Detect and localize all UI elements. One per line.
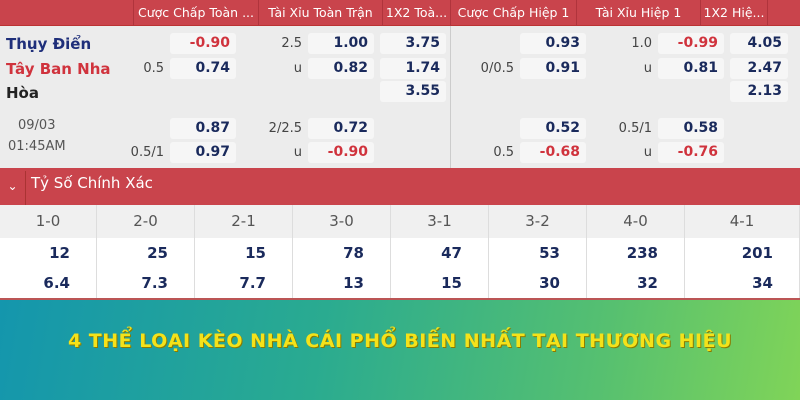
odds-cell[interactable]: 0.93 [520, 33, 586, 54]
h1-ou-line: 1.0 [631, 36, 652, 51]
score-header: 2-1 [195, 205, 293, 238]
col-overunder-full[interactable]: Tài Xỉu Toàn Trận [258, 0, 382, 26]
odds-cell[interactable]: 0.97 [170, 142, 236, 163]
score-header: 4-0 [587, 205, 685, 238]
score-odds-cell[interactable]: 25 [97, 238, 195, 268]
odds-cell[interactable]: 0.87 [170, 118, 236, 139]
odds-cell[interactable]: 2.47 [730, 58, 788, 79]
banner-title: 4 THỂ LOẠI KÈO NHÀ CÁI PHỔ BIẾN NHẤT TẠI… [67, 330, 733, 352]
score-odds-cell[interactable]: 238 [587, 238, 685, 268]
odds-cell[interactable]: 1.74 [380, 58, 446, 79]
odds-cell[interactable]: -0.68 [520, 142, 586, 163]
odds-cell[interactable]: 2.13 [730, 81, 788, 102]
score-odds-cell[interactable]: 32 [587, 268, 685, 298]
h1-ou-under-label: u [643, 61, 652, 76]
ou-under-label: u [293, 145, 302, 160]
odds-cell[interactable]: 0.91 [520, 58, 586, 79]
score-header: 4-1 [685, 205, 800, 238]
score-odds-cell[interactable]: 13 [293, 268, 391, 298]
section-title: Tỷ Số Chính Xác [31, 174, 153, 192]
score-odds-cell[interactable]: 7.7 [195, 268, 293, 298]
score-odds-cell[interactable]: 30 [489, 268, 587, 298]
score-odds-cell[interactable]: 12 [0, 238, 97, 268]
ah-line: 0.5/1 [130, 145, 164, 160]
banner: 4 THỂ LOẠI KÈO NHÀ CÁI PHỔ BIẾN NHẤT TẠI… [0, 298, 800, 400]
score-odds-cell[interactable]: 201 [685, 238, 800, 268]
score-odds-cell[interactable]: 7.3 [97, 268, 195, 298]
odds-cell[interactable]: 0.74 [170, 58, 236, 79]
ou-line: 2/2.5 [268, 121, 302, 136]
correct-score-section-header[interactable]: ⌄ Tỷ Số Chính Xác [0, 171, 800, 205]
col-1x2-full[interactable]: 1X2 Toà... [382, 0, 450, 26]
divider [0, 168, 800, 171]
match-time: 01:45AM [8, 139, 66, 154]
odds-cell[interactable]: 3.75 [380, 33, 446, 54]
odds-cell[interactable]: 0.72 [308, 118, 374, 139]
odds-cell[interactable]: 4.05 [730, 33, 788, 54]
score-odds-cell[interactable]: 15 [391, 268, 489, 298]
score-header: 3-1 [391, 205, 489, 238]
odds-cell[interactable]: 1.00 [308, 33, 374, 54]
score-odds-cell[interactable]: 47 [391, 238, 489, 268]
odds-cell[interactable]: -0.90 [308, 142, 374, 163]
chevron-down-icon[interactable]: ⌄ [0, 171, 26, 205]
h1-ah-line: 0/0.5 [480, 61, 514, 76]
odds-cell[interactable]: 0.58 [658, 118, 724, 139]
col-overunder-h1[interactable]: Tài Xỉu Hiệp 1 [576, 0, 700, 26]
ou-under-label: u [293, 61, 302, 76]
odds-cell[interactable]: 3.55 [380, 81, 446, 102]
odds-cell[interactable]: -0.90 [170, 33, 236, 54]
match-date: 09/03 [18, 118, 56, 133]
ah-line: 0.5 [143, 61, 164, 76]
score-odds-cell[interactable]: 15 [195, 238, 293, 268]
score-header: 2-0 [97, 205, 195, 238]
score-header: 3-2 [489, 205, 587, 238]
odds-cell[interactable]: -0.76 [658, 142, 724, 163]
odds-header: Cược Chấp Toàn ... Tài Xỉu Toàn Trận 1X2… [0, 0, 800, 26]
odds-cell[interactable]: 0.82 [308, 58, 374, 79]
score-header: 3-0 [293, 205, 391, 238]
away-team: Tây Ban Nha [6, 60, 111, 78]
col-1x2-h1[interactable]: 1X2 Hiệ... [700, 0, 768, 26]
odds-cell[interactable]: 0.52 [520, 118, 586, 139]
ou-line: 2.5 [281, 36, 302, 51]
score-odds-cell[interactable]: 34 [685, 268, 800, 298]
divider [450, 26, 451, 168]
h1-ah-line: 0.5 [493, 145, 514, 160]
draw-label: Hòa [6, 84, 39, 102]
score-odds-cell[interactable]: 6.4 [0, 268, 97, 298]
col-handicap-h1[interactable]: Cược Chấp Hiệp 1 [450, 0, 576, 26]
odds-cell[interactable]: -0.99 [658, 33, 724, 54]
score-odds-cell[interactable]: 53 [489, 238, 587, 268]
score-header: 1-0 [0, 205, 97, 238]
h1-ou-under-label: u [643, 145, 652, 160]
odds-cell[interactable]: 0.81 [658, 58, 724, 79]
score-odds-cell[interactable]: 78 [293, 238, 391, 268]
home-team: Thụy Điển [6, 35, 92, 53]
h1-ou-line: 0.5/1 [618, 121, 652, 136]
col-handicap-full[interactable]: Cược Chấp Toàn ... [133, 0, 258, 26]
